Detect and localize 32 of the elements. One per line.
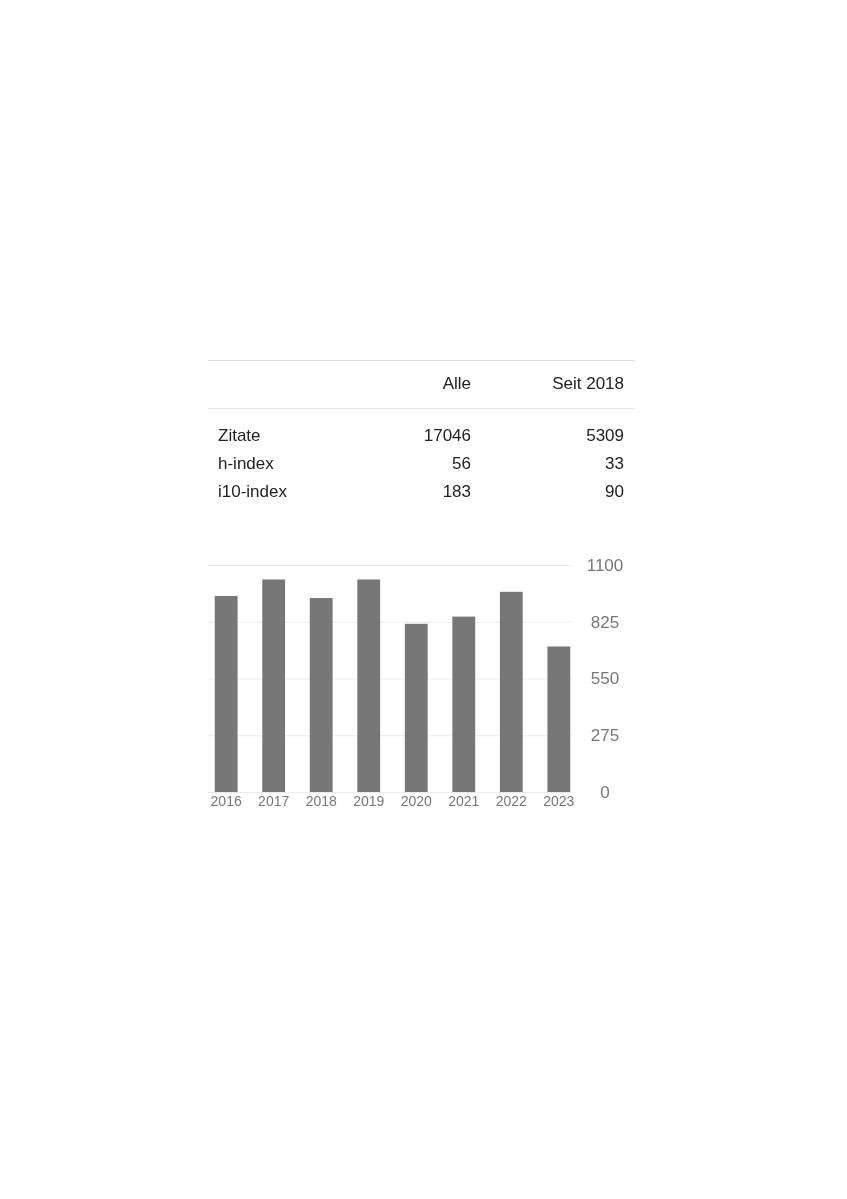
x-tick-label: 2017: [258, 792, 290, 809]
x-tick-label: 2018: [305, 792, 337, 809]
text: Alle: [442, 374, 471, 393]
text: Seit 2018: [552, 374, 624, 393]
text: i10-index: [218, 482, 288, 501]
y-tick-label: 1100: [586, 555, 624, 575]
x-tick-label: 2016: [210, 792, 242, 809]
text: 90: [605, 482, 624, 501]
x-tick-label: 2019: [353, 792, 385, 809]
text: 33: [605, 454, 624, 473]
x-tick-label: 2021: [448, 792, 480, 809]
bar: [214, 595, 238, 792]
bar: [499, 591, 523, 792]
bar: [404, 623, 428, 792]
bar: [547, 646, 571, 792]
y-tick-label: 825: [590, 612, 620, 632]
x-tick-label: 2023: [543, 792, 575, 809]
bar: [357, 579, 381, 792]
text: 5309: [586, 426, 624, 445]
bar: [262, 579, 286, 792]
y-tick-label: 275: [590, 726, 620, 746]
x-tick-label: 2020: [400, 792, 433, 809]
text: 183: [442, 482, 471, 501]
bar: [309, 598, 333, 792]
text: 17046: [423, 426, 471, 445]
y-tick-label: 550: [590, 669, 620, 689]
y-tick-label: 0: [600, 782, 610, 802]
x-tick-label: 2022: [495, 792, 528, 809]
text: 56: [452, 454, 471, 473]
bar: [452, 616, 476, 792]
text: Zitate: [218, 426, 261, 445]
text: h-index: [218, 454, 275, 473]
